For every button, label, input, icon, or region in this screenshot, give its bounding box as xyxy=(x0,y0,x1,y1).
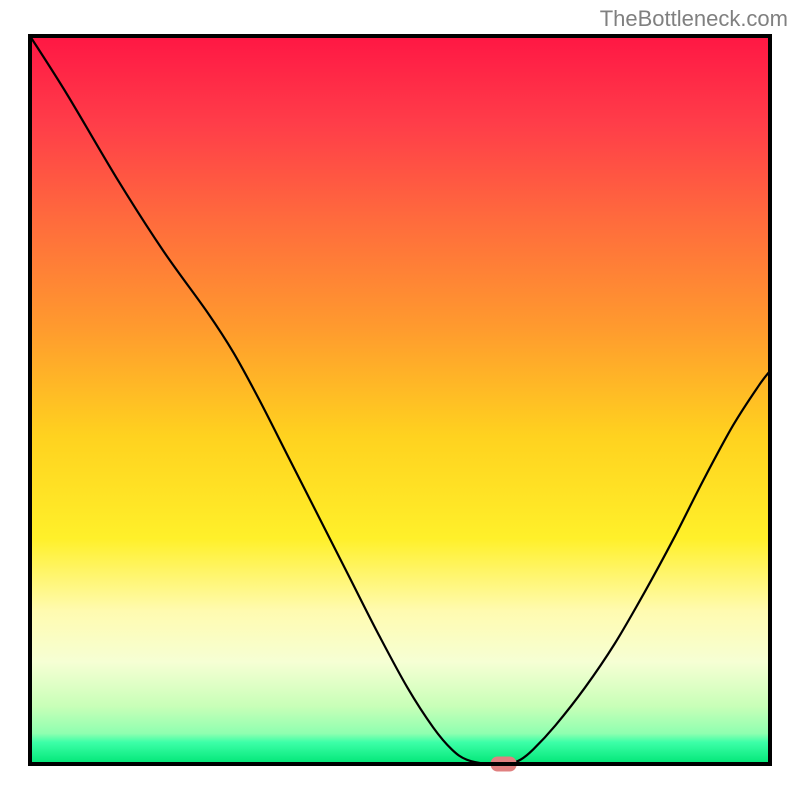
bottleneck-chart: TheBottleneck.com xyxy=(0,0,800,800)
watermark-text: TheBottleneck.com xyxy=(600,6,788,32)
gradient-background xyxy=(30,36,770,764)
plot-svg xyxy=(0,0,800,800)
